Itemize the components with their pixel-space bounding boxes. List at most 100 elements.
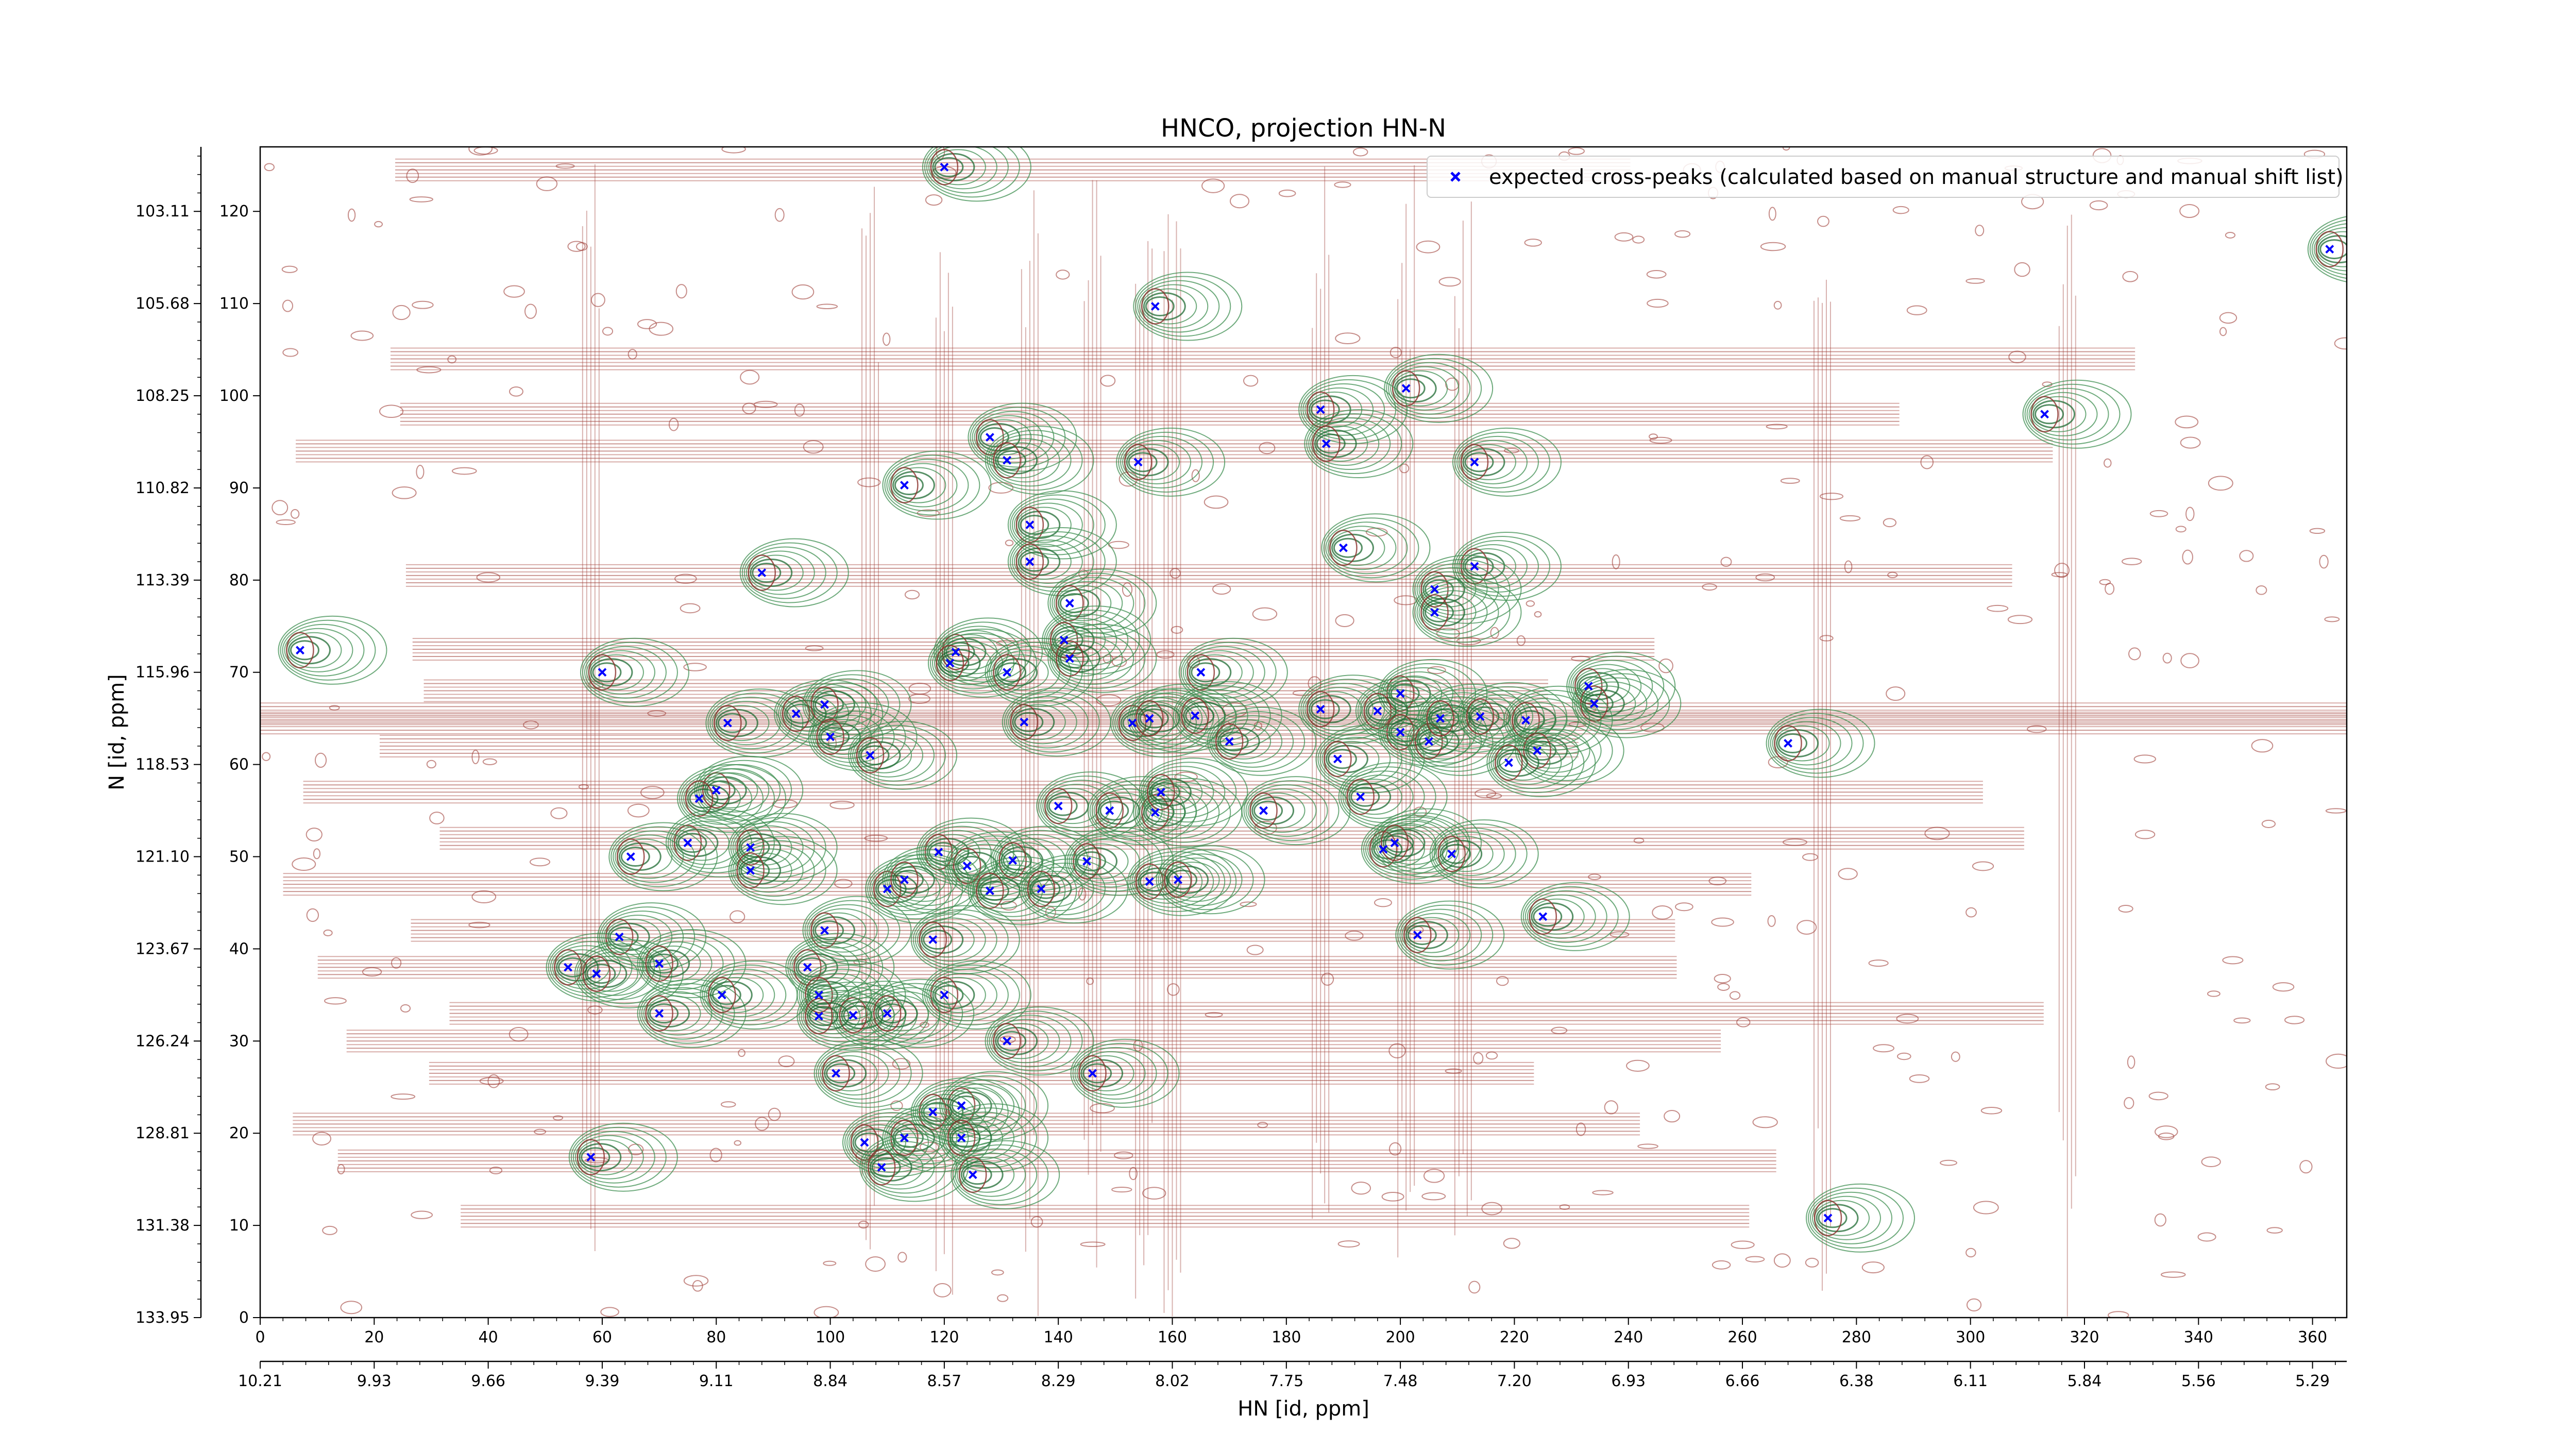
peak-contour-outline [736,852,765,889]
expected-peak-marker [1430,608,1439,617]
noise-contour [409,196,433,203]
secondary-x-tick-label: 7.75 [1269,1372,1303,1390]
peak-contour-ring [894,869,924,890]
expected-peak-marker [592,969,601,979]
peak-contour-ring [989,434,1072,487]
peak-contour-ring [1388,362,1471,415]
peak-contour-ring [1433,828,1516,881]
noise-contour [406,169,419,183]
expected-peak-marker [985,886,994,896]
noise-contour [933,1283,952,1298]
y-axis-label: N [id, ppm] [105,674,129,790]
peak-contour-ring [1135,276,1231,337]
noise-contour [2179,204,2200,218]
noise-contour [2118,904,2133,913]
peak-contour-ring [1344,774,1414,819]
peak-contour [608,822,718,891]
peak-contour-ring [1180,642,1277,703]
peak-contour-ring [734,848,804,893]
peak-contour-ring [997,662,1027,683]
peak-contour-ring [1315,724,1425,794]
peak-contour [1007,490,1117,560]
expected-peak-marker [883,884,892,894]
x-tick-label: 40 [479,1328,498,1346]
expected-peak-marker [1316,405,1325,414]
noise-contour [1720,557,1732,567]
peak-contour-ring [649,953,679,974]
expected-peak-marker [1059,635,1069,645]
expected-peak-marker [1413,931,1422,939]
peak-contour-ring [546,933,655,1002]
noise-contour [1485,1051,1498,1060]
legend-marker-stroke [1450,172,1461,182]
y-tick-label: 110 [219,295,249,313]
peak-contour-ring [1025,867,1094,912]
peak-contour-ring [2035,404,2064,425]
marker-stroke [1065,599,1074,608]
peak-contour-ring [1407,925,1437,946]
noise-contour [2180,436,2201,449]
noise-contour [768,1107,781,1121]
noise-contour [1526,600,1535,607]
noise-contour [529,857,551,867]
peak-contour [677,764,787,833]
noise-contour [1819,635,1834,642]
peak-contour-ring [1519,724,1602,777]
peak-contour-outline [839,997,868,1034]
noise-contour [1782,838,1807,846]
peak-contour-ring [1014,712,1044,732]
noise-contour [2185,507,2195,521]
y-tick-label: 30 [229,1032,249,1050]
noise-contour [755,1117,769,1131]
peak-contour [1298,375,1408,444]
expected-peak-marker [1470,458,1479,467]
peak-contour-ring [1414,582,1511,643]
peak-contour-ring [2311,223,2347,276]
peak-contour-outline [736,829,765,866]
noise-contour [509,1026,529,1042]
noise-contour [489,1166,503,1174]
noise-contour [720,1101,736,1108]
peak-contour-ring [1399,908,1482,962]
expected-peak-marker [1025,557,1035,566]
peak-contour-ring [928,972,997,1017]
peak-contour-ring [972,864,1055,917]
peak-contour-ring [844,1112,940,1173]
noise-contour [322,1225,337,1235]
marker-stroke [866,751,875,760]
peak-contour-ring [997,1031,1027,1051]
expected-peak-marker [832,1069,841,1078]
peak-contour-ring [1416,586,1499,639]
peak-contour-ring [574,1135,644,1180]
peak-contour-ring [2309,220,2347,279]
noise-contour [523,720,539,730]
noise-contour [1924,827,1950,840]
peak-contour-ring [1011,498,1094,551]
peak-contour-ring [927,628,1037,698]
noise-contour [1445,1068,1462,1074]
marker-stroke [1145,877,1154,886]
peak-contour-ring [1316,433,1346,454]
expected-peak-marker [746,866,755,875]
expected-peak-marker [866,751,875,760]
noise-contour [1646,269,1667,279]
marker-stroke [1538,912,1548,921]
peak-contour-ring [1382,667,1465,720]
noise-contour [1966,1298,1982,1312]
noise-contour [1381,1191,1404,1202]
peak-contour-ring [962,1165,992,1185]
expected-peak-marker [615,932,624,941]
peak-contour-ring [888,463,958,508]
noise-contour [2265,1083,2280,1091]
noise-contour [1839,515,1861,521]
noise-contour [1516,635,1526,646]
x-tick-label: 320 [2070,1328,2099,1346]
peak-contour-outline [1420,594,1449,631]
peak-contour-ring [951,1140,1060,1209]
expected-peak-marker [1589,699,1599,708]
noise-contour [2148,1091,2168,1101]
peak-contour-ring [1004,692,1100,753]
secondary-y-tick-label: 113.39 [135,571,190,589]
marker-stroke [968,1170,977,1180]
noise-contour [890,1100,903,1111]
